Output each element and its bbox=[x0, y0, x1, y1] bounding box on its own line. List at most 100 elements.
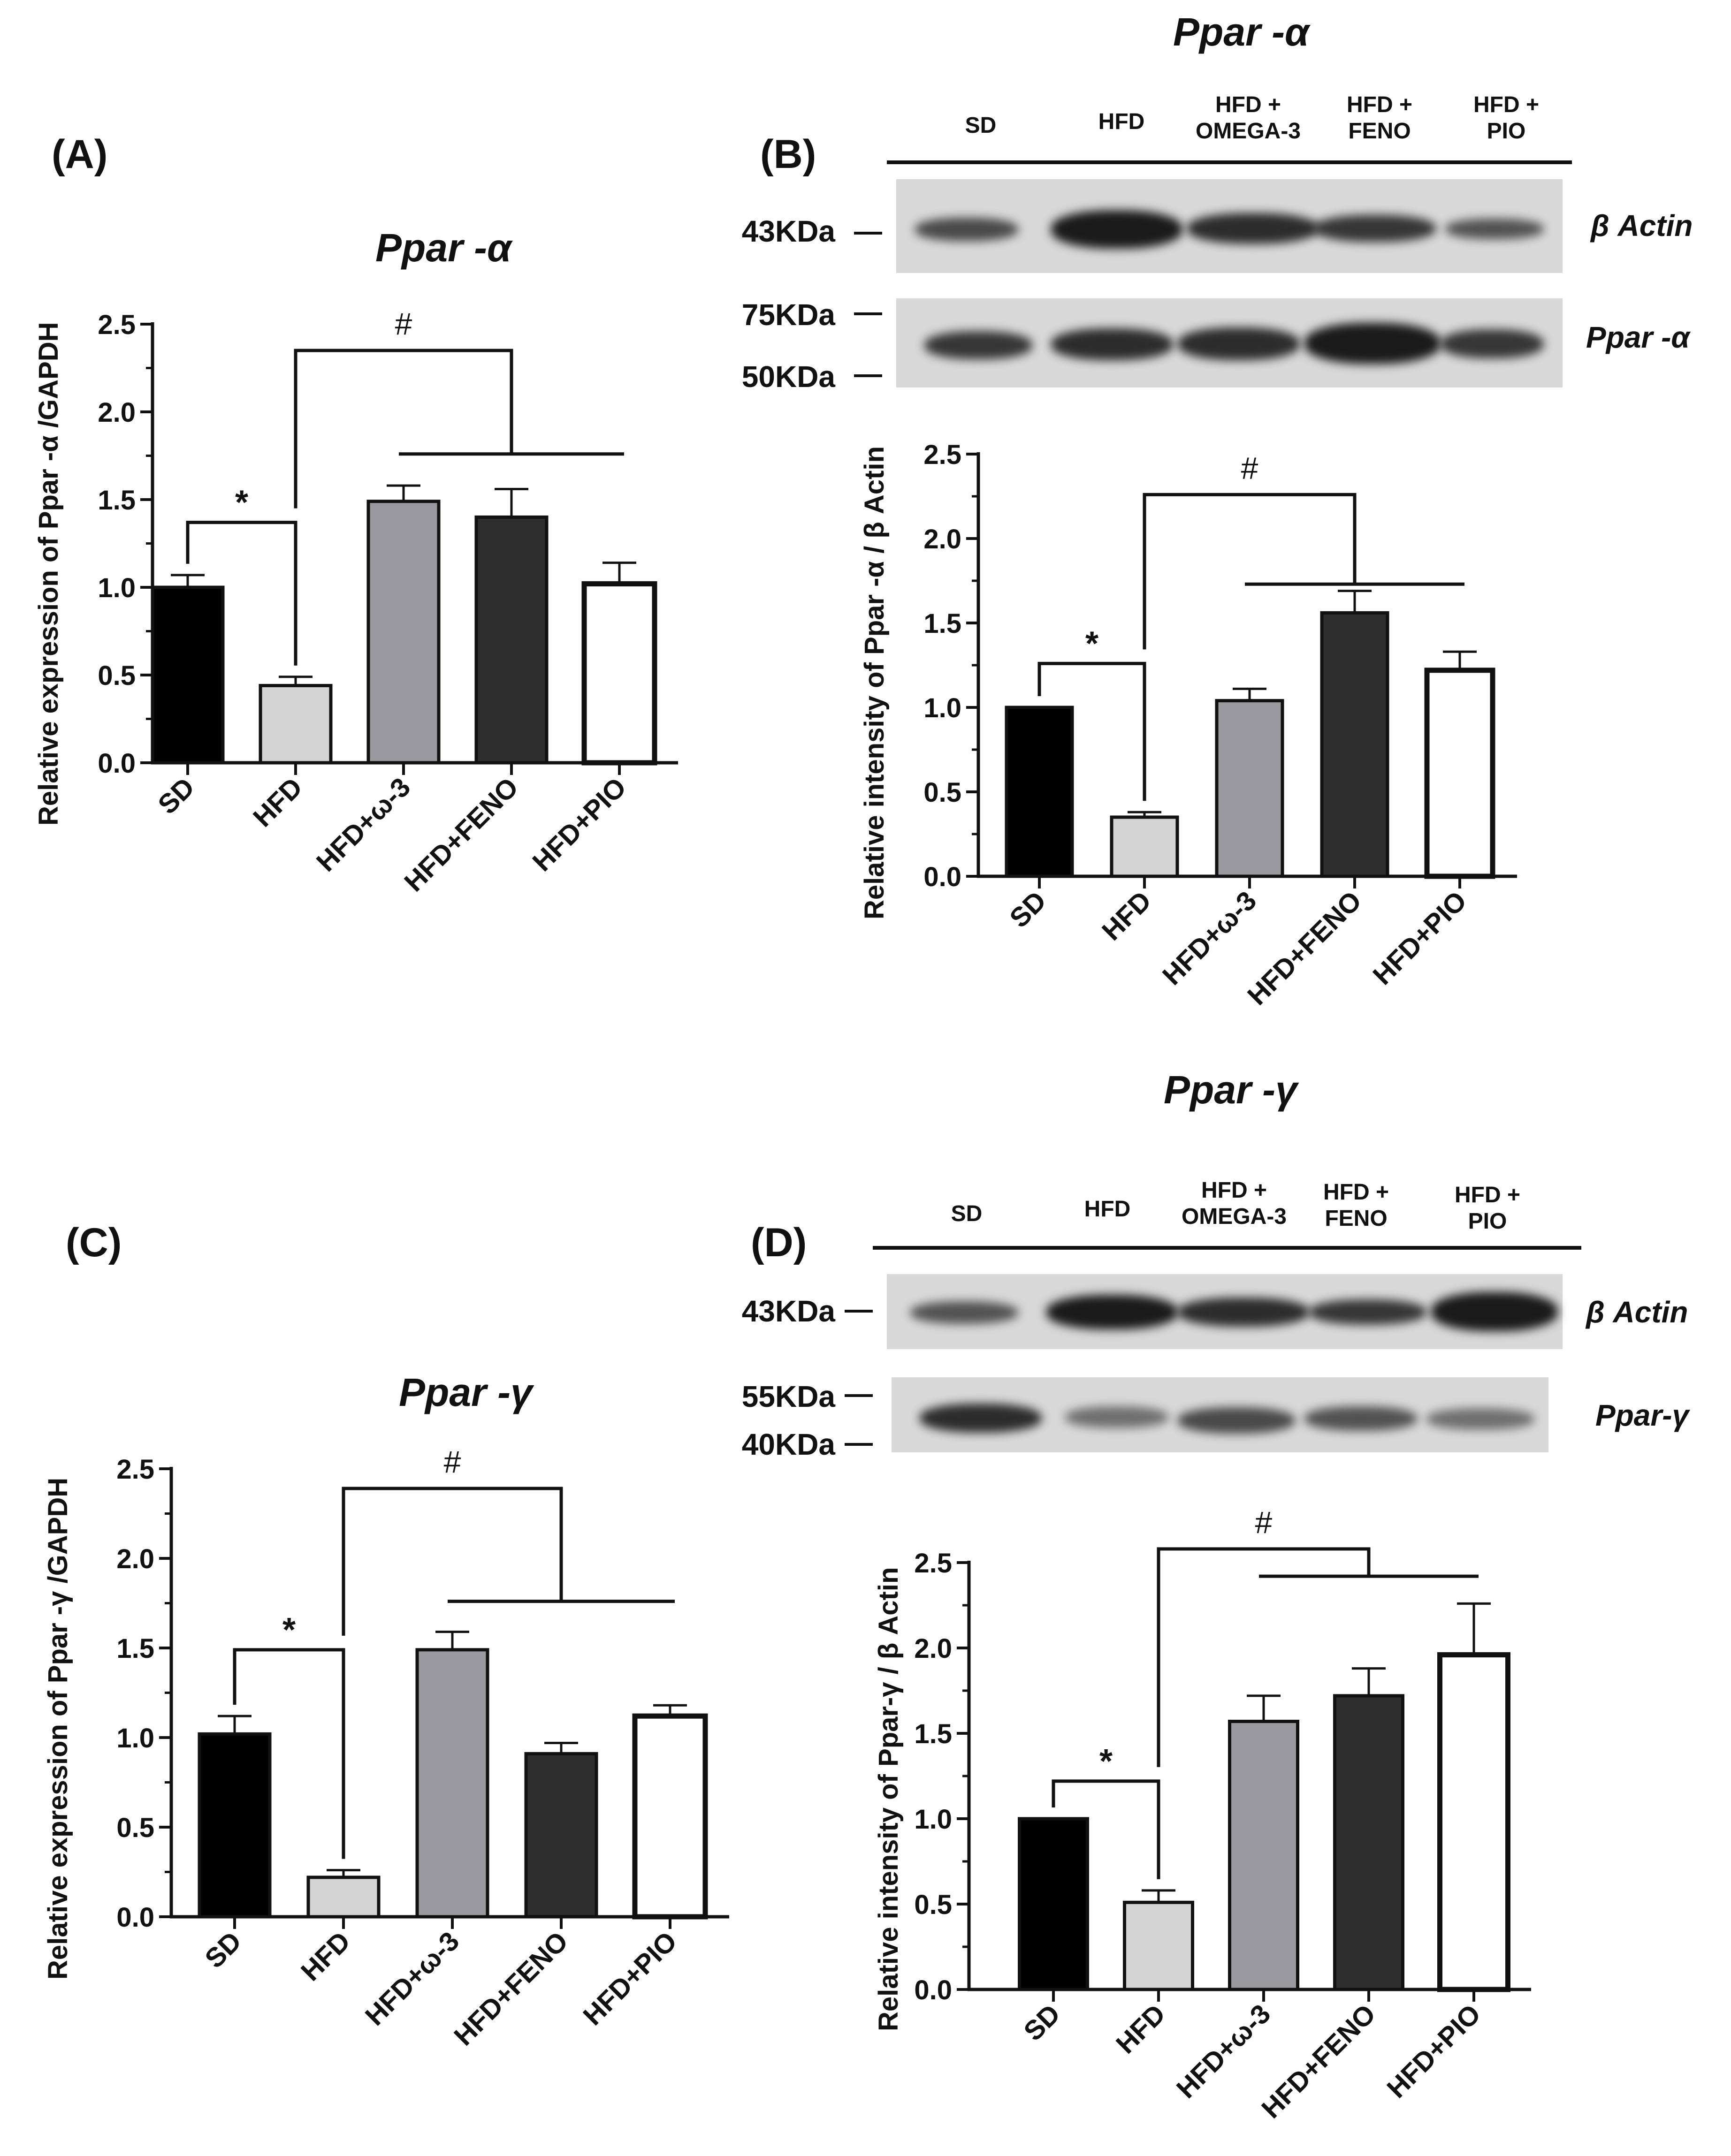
y-tick-label: 0.0 bbox=[923, 862, 961, 892]
y-tick-label: 1.5 bbox=[98, 485, 136, 516]
band bbox=[1178, 1298, 1309, 1327]
panel-d-lane-rule bbox=[873, 1246, 1581, 1250]
bar-hfd+pio bbox=[1437, 1652, 1510, 1992]
x-tick-label: HFD bbox=[1110, 1998, 1171, 2059]
panel-b-label: (B) bbox=[760, 132, 816, 177]
x-tick-label: SD bbox=[1018, 1998, 1066, 2047]
panel-d-marker-lower-tick bbox=[845, 1443, 873, 1446]
band bbox=[1304, 1406, 1417, 1431]
panel-b-marker-upper-tick bbox=[854, 312, 882, 315]
panel-d-lane-sd: SD bbox=[951, 1201, 983, 1226]
bar-sd bbox=[151, 585, 225, 765]
band bbox=[1065, 1406, 1168, 1428]
y-tick-label: 2.5 bbox=[98, 310, 136, 340]
bar-sd bbox=[1018, 1817, 1089, 1991]
panel-b-marker-actin-tick bbox=[854, 232, 882, 235]
panel-b-lane-rule bbox=[887, 160, 1572, 164]
band bbox=[1178, 327, 1300, 360]
panel-c-title: Ppar -γ bbox=[399, 1370, 533, 1414]
panel-b-marker-lower-tick bbox=[854, 374, 882, 377]
panel-b-target-label: Ppar -α bbox=[1586, 320, 1690, 354]
y-tick-label: 0.0 bbox=[116, 1902, 154, 1933]
panel-d-label: (D) bbox=[751, 1220, 807, 1265]
panel-d-target-label: Ppar-γ bbox=[1595, 1398, 1689, 1432]
y-tick-label: 1.0 bbox=[98, 573, 136, 603]
y-tick-label: 2.0 bbox=[116, 1544, 154, 1574]
band bbox=[1178, 1407, 1295, 1434]
panel-b-lane-sd: SD bbox=[965, 113, 997, 138]
band bbox=[910, 1301, 1018, 1324]
y-tick-label: 2.0 bbox=[914, 1633, 952, 1664]
panel-b-marker-lower: 50KDa bbox=[741, 360, 835, 394]
panel-b-marker-actin: 43KDa bbox=[741, 214, 835, 248]
y-tick-label: 0.0 bbox=[914, 1975, 952, 2005]
bar-hfd bbox=[306, 1875, 381, 1919]
significance-star: * bbox=[1085, 625, 1098, 662]
bar-hfd+ω-3 bbox=[1228, 1720, 1299, 1991]
panel-d-marker-upper-tick bbox=[845, 1394, 873, 1397]
significance-bracket-star bbox=[1052, 1779, 1160, 1879]
x-tick-label: HFD+PIO bbox=[1381, 1998, 1487, 2104]
y-tick-label: 2.5 bbox=[116, 1454, 154, 1485]
significance-hash: # bbox=[1241, 450, 1258, 485]
bar-sd bbox=[1005, 706, 1074, 878]
band bbox=[1051, 328, 1173, 360]
panel-d-marker-lower: 40KDa bbox=[741, 1427, 835, 1461]
y-tick-label: 0.5 bbox=[116, 1813, 154, 1843]
significance-star: * bbox=[235, 484, 248, 522]
panel-b-lane-pio: HFD + PIO bbox=[1473, 92, 1539, 144]
y-tick-label: 2.5 bbox=[923, 440, 961, 470]
y-tick-label: 0.5 bbox=[923, 777, 961, 808]
band bbox=[1309, 1299, 1426, 1325]
band bbox=[1046, 1295, 1178, 1329]
band bbox=[1431, 1292, 1558, 1331]
panel-b-lane-omega: HFD + OMEGA-3 bbox=[1195, 92, 1301, 144]
y-tick-label: 1.0 bbox=[923, 693, 961, 723]
bar-hfd+feno bbox=[474, 515, 549, 765]
significance-bracket-hash bbox=[1143, 493, 1357, 650]
panel-d-lane-pio: HFD + PIO bbox=[1454, 1183, 1520, 1234]
panel-b-marker-upper: 75KDa bbox=[741, 298, 835, 332]
x-tick-label: HFD+FENO bbox=[1256, 1998, 1381, 2124]
panel-b-lane-feno: HFD + FENO bbox=[1346, 92, 1412, 144]
panel-d-actin-blot bbox=[887, 1274, 1563, 1349]
panel-b-actin-blot bbox=[896, 179, 1563, 273]
bar-hfd+feno bbox=[1320, 611, 1389, 878]
band bbox=[924, 331, 1032, 359]
y-tick-label: 2.0 bbox=[98, 397, 136, 428]
panel-d-lane-feno: HFD + FENO bbox=[1323, 1180, 1389, 1231]
significance-bracket-star bbox=[233, 1648, 345, 1859]
panel-b-target-blot bbox=[896, 298, 1563, 387]
panel-d-marker-upper: 55KDa bbox=[741, 1380, 835, 1413]
panel-b-actin-label: β Actin bbox=[1591, 209, 1693, 243]
panel-d-marker-actin: 43KDa bbox=[741, 1294, 835, 1328]
panel-d-title: Ppar -γ bbox=[1164, 1068, 1297, 1112]
panel-b-title: Ppar -α bbox=[1173, 10, 1310, 54]
significance-bracket-hash bbox=[294, 349, 513, 509]
panel-d-actin-label: β Actin bbox=[1586, 1295, 1688, 1329]
band bbox=[1441, 329, 1544, 358]
y-tick-label: 1.5 bbox=[923, 608, 961, 639]
significance-hash: # bbox=[1255, 1505, 1273, 1540]
bar-hfd+pio bbox=[1424, 668, 1495, 879]
bar-hfd bbox=[1110, 815, 1179, 878]
panel-a-title: Ppar -α bbox=[375, 226, 512, 270]
band bbox=[1426, 1408, 1534, 1430]
bar-hfd+pio bbox=[581, 581, 657, 766]
y-tick-label: 2.0 bbox=[923, 524, 961, 554]
y-tick-label: 1.0 bbox=[914, 1804, 952, 1835]
panel-d-target-blot bbox=[892, 1377, 1548, 1452]
bar-hfd+feno bbox=[1333, 1694, 1404, 1991]
panel-b-lane-hfd: HFD bbox=[1098, 109, 1145, 134]
significance-bracket-star bbox=[1037, 661, 1146, 801]
band bbox=[915, 218, 1018, 241]
significance-hash: # bbox=[395, 306, 412, 341]
bar-hfd+ω-3 bbox=[1215, 699, 1284, 878]
significance-star: * bbox=[1099, 1743, 1113, 1780]
band bbox=[1314, 215, 1436, 242]
significance-bracket-hash bbox=[342, 1487, 563, 1636]
band bbox=[1445, 219, 1544, 239]
